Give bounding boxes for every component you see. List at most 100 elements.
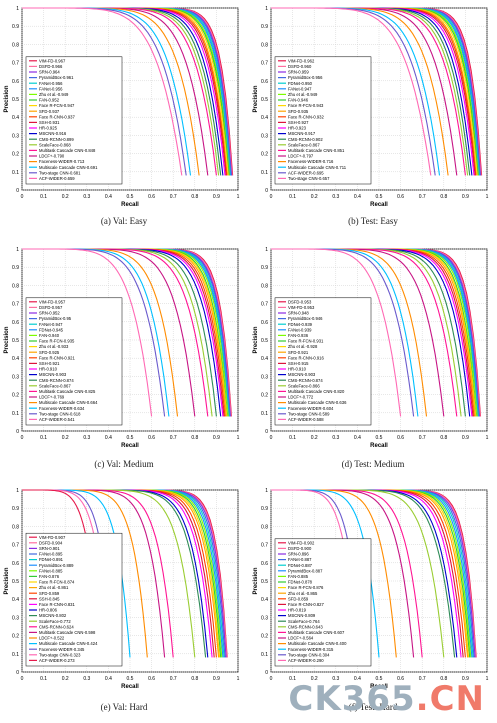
legend-label: FDNet-0.891: [39, 557, 64, 562]
y-tick-label: 0.4: [12, 356, 19, 362]
x-axis-label: Recall: [370, 443, 388, 449]
legend-label: SFD-0.925: [39, 350, 60, 355]
x-tick-label: 0.2: [62, 676, 69, 682]
y-tick-label: 0.4: [261, 597, 268, 603]
legend-label: FDNet-0.878: [288, 580, 313, 585]
x-tick-label: 0.6: [148, 435, 155, 441]
legend-label: Face R-FCN-0.943: [288, 103, 324, 108]
x-tick-label: 0.9: [462, 435, 469, 441]
legend-label: FAN-0.885: [288, 574, 309, 579]
legend-label: FANet-0.956: [39, 81, 63, 86]
x-tick-label: 0.4: [105, 435, 112, 441]
y-tick-label: 0.2: [12, 393, 19, 399]
y-tick-label: 0.4: [261, 115, 268, 121]
legend-label: LDCF+-0.797: [288, 154, 314, 159]
y-tick-label: 1: [16, 6, 19, 12]
x-axis-label: Recall: [121, 684, 139, 690]
legend-label: Zhu et al.-0.949: [39, 92, 69, 97]
x-tick-label: 1: [237, 194, 240, 200]
x-tick-label: 0.3: [332, 435, 339, 441]
legend-label: DSFD-0.960: [288, 64, 312, 69]
x-tick-label: 0.3: [332, 194, 339, 200]
x-axis-label: Recall: [121, 443, 139, 449]
legend-label: SSH-0.915: [288, 361, 309, 366]
legend-label: FAN-0.936: [288, 333, 309, 338]
legend-label: SRN-0.901: [39, 546, 60, 551]
y-tick-label: 0.9: [12, 506, 19, 512]
x-tick-label: 0.7: [170, 435, 177, 441]
x-tick-label: 0.7: [419, 194, 426, 200]
legend-label: CMS-RCNN-0.624: [39, 624, 74, 629]
x-tick-label: 0.5: [376, 435, 383, 441]
legend-label: Multiscale Cascade CNN-0.664: [39, 400, 98, 405]
legend-label: Two-stage CNN-0.657: [288, 176, 330, 181]
x-tick-label: 0: [21, 194, 24, 200]
x-tick-label: 1: [237, 676, 240, 682]
y-tick-label: 0.2: [261, 152, 268, 158]
x-tick-label: 0.4: [354, 194, 361, 200]
y-tick-label: 0.5: [12, 338, 19, 344]
legend-label: SFD-0.937: [39, 109, 60, 114]
legend-label: FAN-0.876: [39, 574, 60, 579]
x-tick-label: 0: [270, 194, 273, 200]
legend-label: Multitask Cascade CNN-0.598: [39, 630, 96, 635]
legend-label: Face R-CNN-0.827: [288, 602, 325, 607]
legend-label: DSFD-0.953: [288, 299, 312, 304]
pr-chart: 0 0.1 0.2 0.3 0.4 0.5 0.6 0.7 0.8 0.9 1 0 0.1 0.2 0.3 0…: [4, 6, 240, 208]
panel-caption: (d) Test: Medium: [341, 459, 405, 469]
y-axis-label: Precision: [253, 326, 259, 353]
pr-chart: 0 0.1 0.2 0.3 0.4 0.5 0.6 0.7 0.8 0.9 1 0 0.1 0.2 0.3 0…: [4, 488, 240, 690]
y-axis-label: Precision: [253, 567, 259, 594]
x-tick-label: 0.3: [83, 676, 90, 682]
legend-label: MSCNN-0.903: [288, 372, 316, 377]
y-tick-label: 0: [265, 429, 268, 435]
x-tick-label: 0: [21, 676, 24, 682]
chart-panel-test-hard: 0 0.1 0.2 0.3 0.4 0.5 0.6 0.7 0.8 0.9 1 0 0.1 0.2 0.3 0…: [249, 482, 497, 723]
y-axis-label: Precision: [4, 326, 10, 353]
legend-label: Face R-FCN-0.931: [288, 339, 324, 344]
y-tick-label: 1: [16, 247, 19, 253]
legend-label: PyramidBox-0.889: [39, 563, 74, 568]
pr-chart: 0 0.1 0.2 0.3 0.4 0.5 0.6 0.7 0.8 0.9 1 0 0.1 0.2 0.3 0…: [253, 247, 489, 449]
legend-label: FANet-0.885: [39, 568, 63, 573]
x-tick-label: 1: [486, 435, 489, 441]
legend-label: CMS-RCNN-0.899: [39, 137, 74, 142]
y-tick-label: 0.1: [261, 411, 268, 417]
y-tick-label: 0.7: [261, 302, 268, 308]
x-tick-label: 0.4: [354, 435, 361, 441]
x-tick-label: 1: [486, 676, 489, 682]
x-tick-label: 0.4: [354, 676, 361, 682]
legend-label: FDNet-0.950: [288, 81, 313, 86]
chart-panel-val-hard: 0 0.1 0.2 0.3 0.4 0.5 0.6 0.7 0.8 0.9 1 0 0.1 0.2 0.3 0…: [0, 482, 248, 723]
legend-label: VIM-FD-0.902: [288, 540, 315, 545]
y-tick-label: 0.4: [261, 356, 268, 362]
legend-label: Multiscale Cascade CNN-0.636: [288, 400, 347, 405]
legend-label: Face R-CNN-0.831: [39, 602, 76, 607]
x-tick-label: 0.2: [62, 435, 69, 441]
legend-label: FDNet-0.939: [288, 322, 313, 327]
legend-label: SRN-0.948: [288, 311, 309, 316]
y-tick-label: 0.1: [261, 652, 268, 658]
legend-label: Multitask Cascade CNN-0.825: [39, 389, 96, 394]
x-tick-label: 1: [237, 435, 240, 441]
legend-label: DSFD-0.966: [39, 64, 63, 69]
x-tick-label: 0.1: [289, 676, 296, 682]
series-line: [271, 7, 432, 176]
pr-chart: 0 0.1 0.2 0.3 0.4 0.5 0.6 0.7 0.8 0.9 1 0 0.1 0.2 0.3 0…: [253, 488, 489, 690]
y-tick-label: 0.3: [261, 615, 268, 621]
y-tick-label: 0: [16, 188, 19, 194]
y-tick-label: 0: [16, 429, 19, 435]
legend-label: Faceness-WIDER-0.315: [288, 647, 334, 652]
legend-label: Faceness-WIDER-0.345: [39, 647, 85, 652]
legend-label: Zhu et al.-0.949: [288, 92, 318, 97]
legend-label: FAN-0.940: [39, 333, 60, 338]
legend-label: ACF-WIDER-0.273: [39, 658, 75, 663]
y-tick-label: 0.7: [261, 543, 268, 549]
chart-panel-val-easy: 0 0.1 0.2 0.3 0.4 0.5 0.6 0.7 0.8 0.9 1 0 0.1 0.2 0.3 0…: [0, 0, 248, 241]
y-tick-label: 0.5: [261, 338, 268, 344]
y-tick-label: 0.1: [12, 652, 19, 658]
legend-label: VIM-FD-0.953: [288, 305, 315, 310]
y-tick-label: 0: [16, 670, 19, 676]
legend-label: Two-stage CNN-0.681: [39, 170, 81, 175]
legend-label: Multitask Cascade CNN-0.848: [39, 148, 96, 153]
